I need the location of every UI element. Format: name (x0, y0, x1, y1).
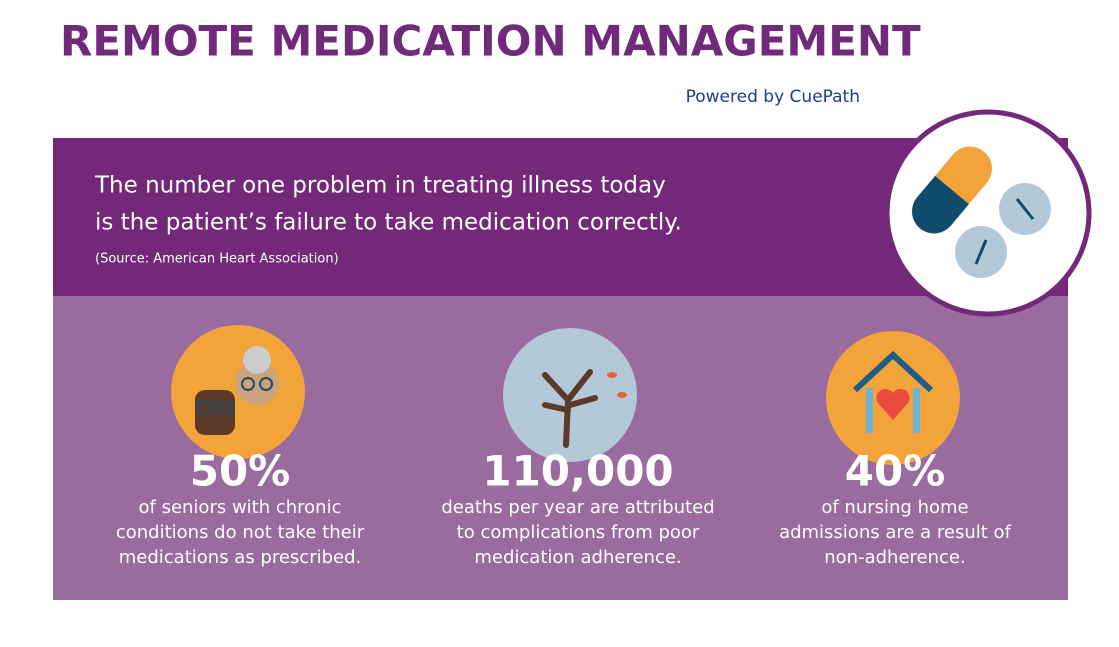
stat-text: of nursing home (821, 497, 968, 518)
quote-line: is the patient’s failure to take medicat… (95, 210, 682, 236)
stat-figure: 40% (845, 447, 946, 496)
quote-line: The number one problem in treating illne… (94, 173, 666, 199)
stat-text: to complications from poor (457, 522, 700, 543)
powered-by: Powered by CuePath (686, 87, 860, 107)
seniors-icon (171, 325, 305, 459)
stat-text: medication adherence. (474, 547, 681, 568)
stat-figure: 50% (190, 447, 291, 496)
stat-text: medications as prescribed. (119, 547, 362, 568)
title: REMOTE MEDICATION MANAGEMENT (60, 17, 921, 66)
stat-text: of seniors with chronic (139, 497, 342, 518)
stat-figure: 110,000 (482, 447, 673, 496)
stat-text: conditions do not take their (116, 522, 365, 543)
tree-icon (503, 328, 637, 462)
stat-text: deaths per year are attributed (441, 497, 714, 518)
pill-icon (884, 109, 1092, 317)
stat-text: admissions are a result of (779, 522, 1012, 543)
stats: 50%of seniors with chronic conditions do … (116, 447, 1012, 569)
quote-source: (Source: American Heart Association) (95, 252, 339, 267)
stat-text: non-adherence. (824, 547, 965, 568)
home-icon (826, 331, 960, 465)
